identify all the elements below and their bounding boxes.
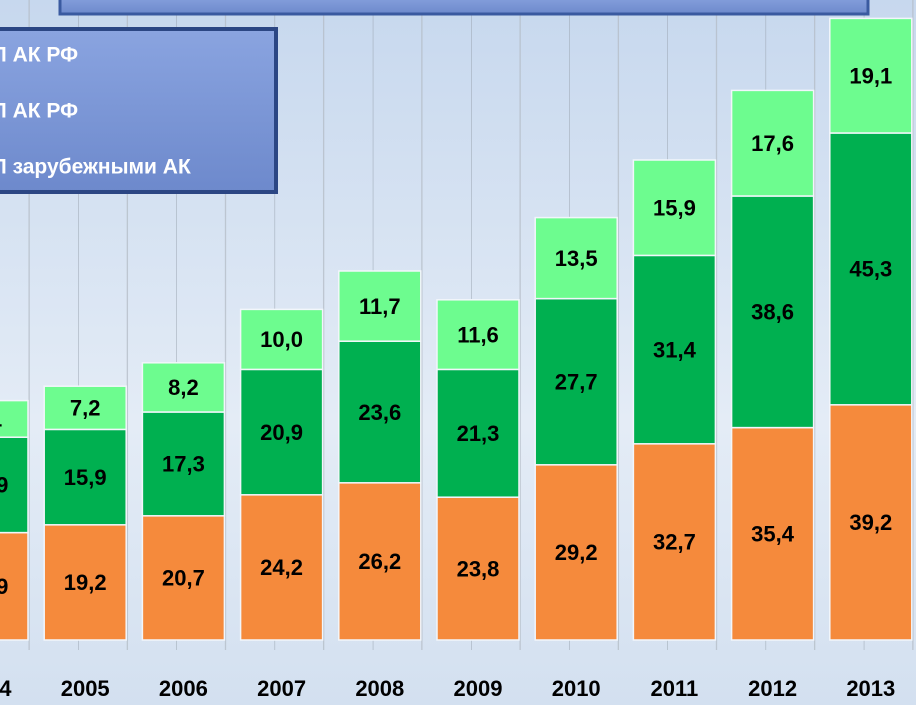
x-tick-label: 2004 [0,676,12,701]
x-tick-label: 2006 [159,676,208,701]
x-tick-label: 2005 [61,676,110,701]
bar-segment [829,17,913,134]
bar-segment [534,464,618,641]
bar-segment [829,404,913,641]
value-label: 39,2 [849,510,892,535]
x-tick-label: 2008 [355,676,404,701]
value-label: 27,7 [555,370,598,395]
bar-segment [43,524,127,641]
value-label: 38,6 [751,300,794,325]
x-tick-label: 2010 [552,676,601,701]
bar-segment [239,494,324,641]
bar-segment [141,515,226,641]
value-label: 19,2 [64,570,107,595]
value-label: 11,7 [359,294,401,319]
value-label: 17,9 [0,574,8,599]
value-label: 19,1 [849,64,892,89]
value-label: 8,2 [168,375,199,400]
bar-segment [43,385,127,431]
bar-segment [829,132,913,406]
value-label: 20,9 [260,420,303,445]
legend [0,27,278,194]
bar-segment [141,411,226,517]
value-label: 17,3 [162,452,205,477]
title-box [58,0,870,16]
bar-segment [0,399,29,438]
value-label: 29,2 [555,540,598,565]
bar-segment [141,362,226,413]
value-label: 20,7 [162,566,205,591]
value-label: 7,2 [70,396,101,421]
value-label: 23,6 [358,400,401,425]
bar-segment [338,340,422,484]
value-label: 15,9 [653,196,696,221]
bar-segment [730,426,815,641]
bar-segment [338,270,422,342]
value-label: 23,8 [457,556,500,581]
bar-segment [632,254,717,445]
value-label: 21,3 [457,421,500,446]
legend-label: Л зарубежными АК [0,156,191,179]
legend-label: Л АК РФ [0,44,78,67]
x-tick-label: 2013 [846,676,895,701]
value-label: 35,4 [751,522,795,547]
bar-segment [0,436,29,534]
bar-segment [534,297,618,466]
value-label: 26,2 [358,549,401,574]
bar-segment [632,159,717,257]
bar-segment [239,308,324,371]
bar-segment [730,89,815,197]
value-label: 17,6 [751,131,794,156]
x-tick-label: 2012 [748,676,797,701]
value-label: 6,1 [0,407,2,432]
x-tick-label: 2011 [651,676,699,701]
value-label: 11,6 [457,322,499,347]
bar-segment [436,368,520,498]
x-tick-label: 2009 [454,676,503,701]
value-label: 32,7 [653,530,696,555]
bar-segment [0,531,29,641]
bar-segment [730,195,815,429]
legend-label: Л АК РФ [0,100,78,123]
bar-segment [43,428,127,526]
value-label: 13,5 [555,246,598,271]
value-label: 10,0 [260,327,303,352]
bar-segment [436,496,520,641]
bar-segment [632,443,717,641]
value-label: 15,9 [0,473,8,498]
bar-segment [436,299,520,371]
value-label: 31,4 [653,337,697,362]
x-tick-label: 2007 [257,676,306,701]
value-label: 24,2 [260,555,303,580]
value-label: 15,9 [64,465,107,490]
bar-segment [534,216,618,300]
bar-segment [338,482,422,641]
value-label: 45,3 [849,257,892,282]
